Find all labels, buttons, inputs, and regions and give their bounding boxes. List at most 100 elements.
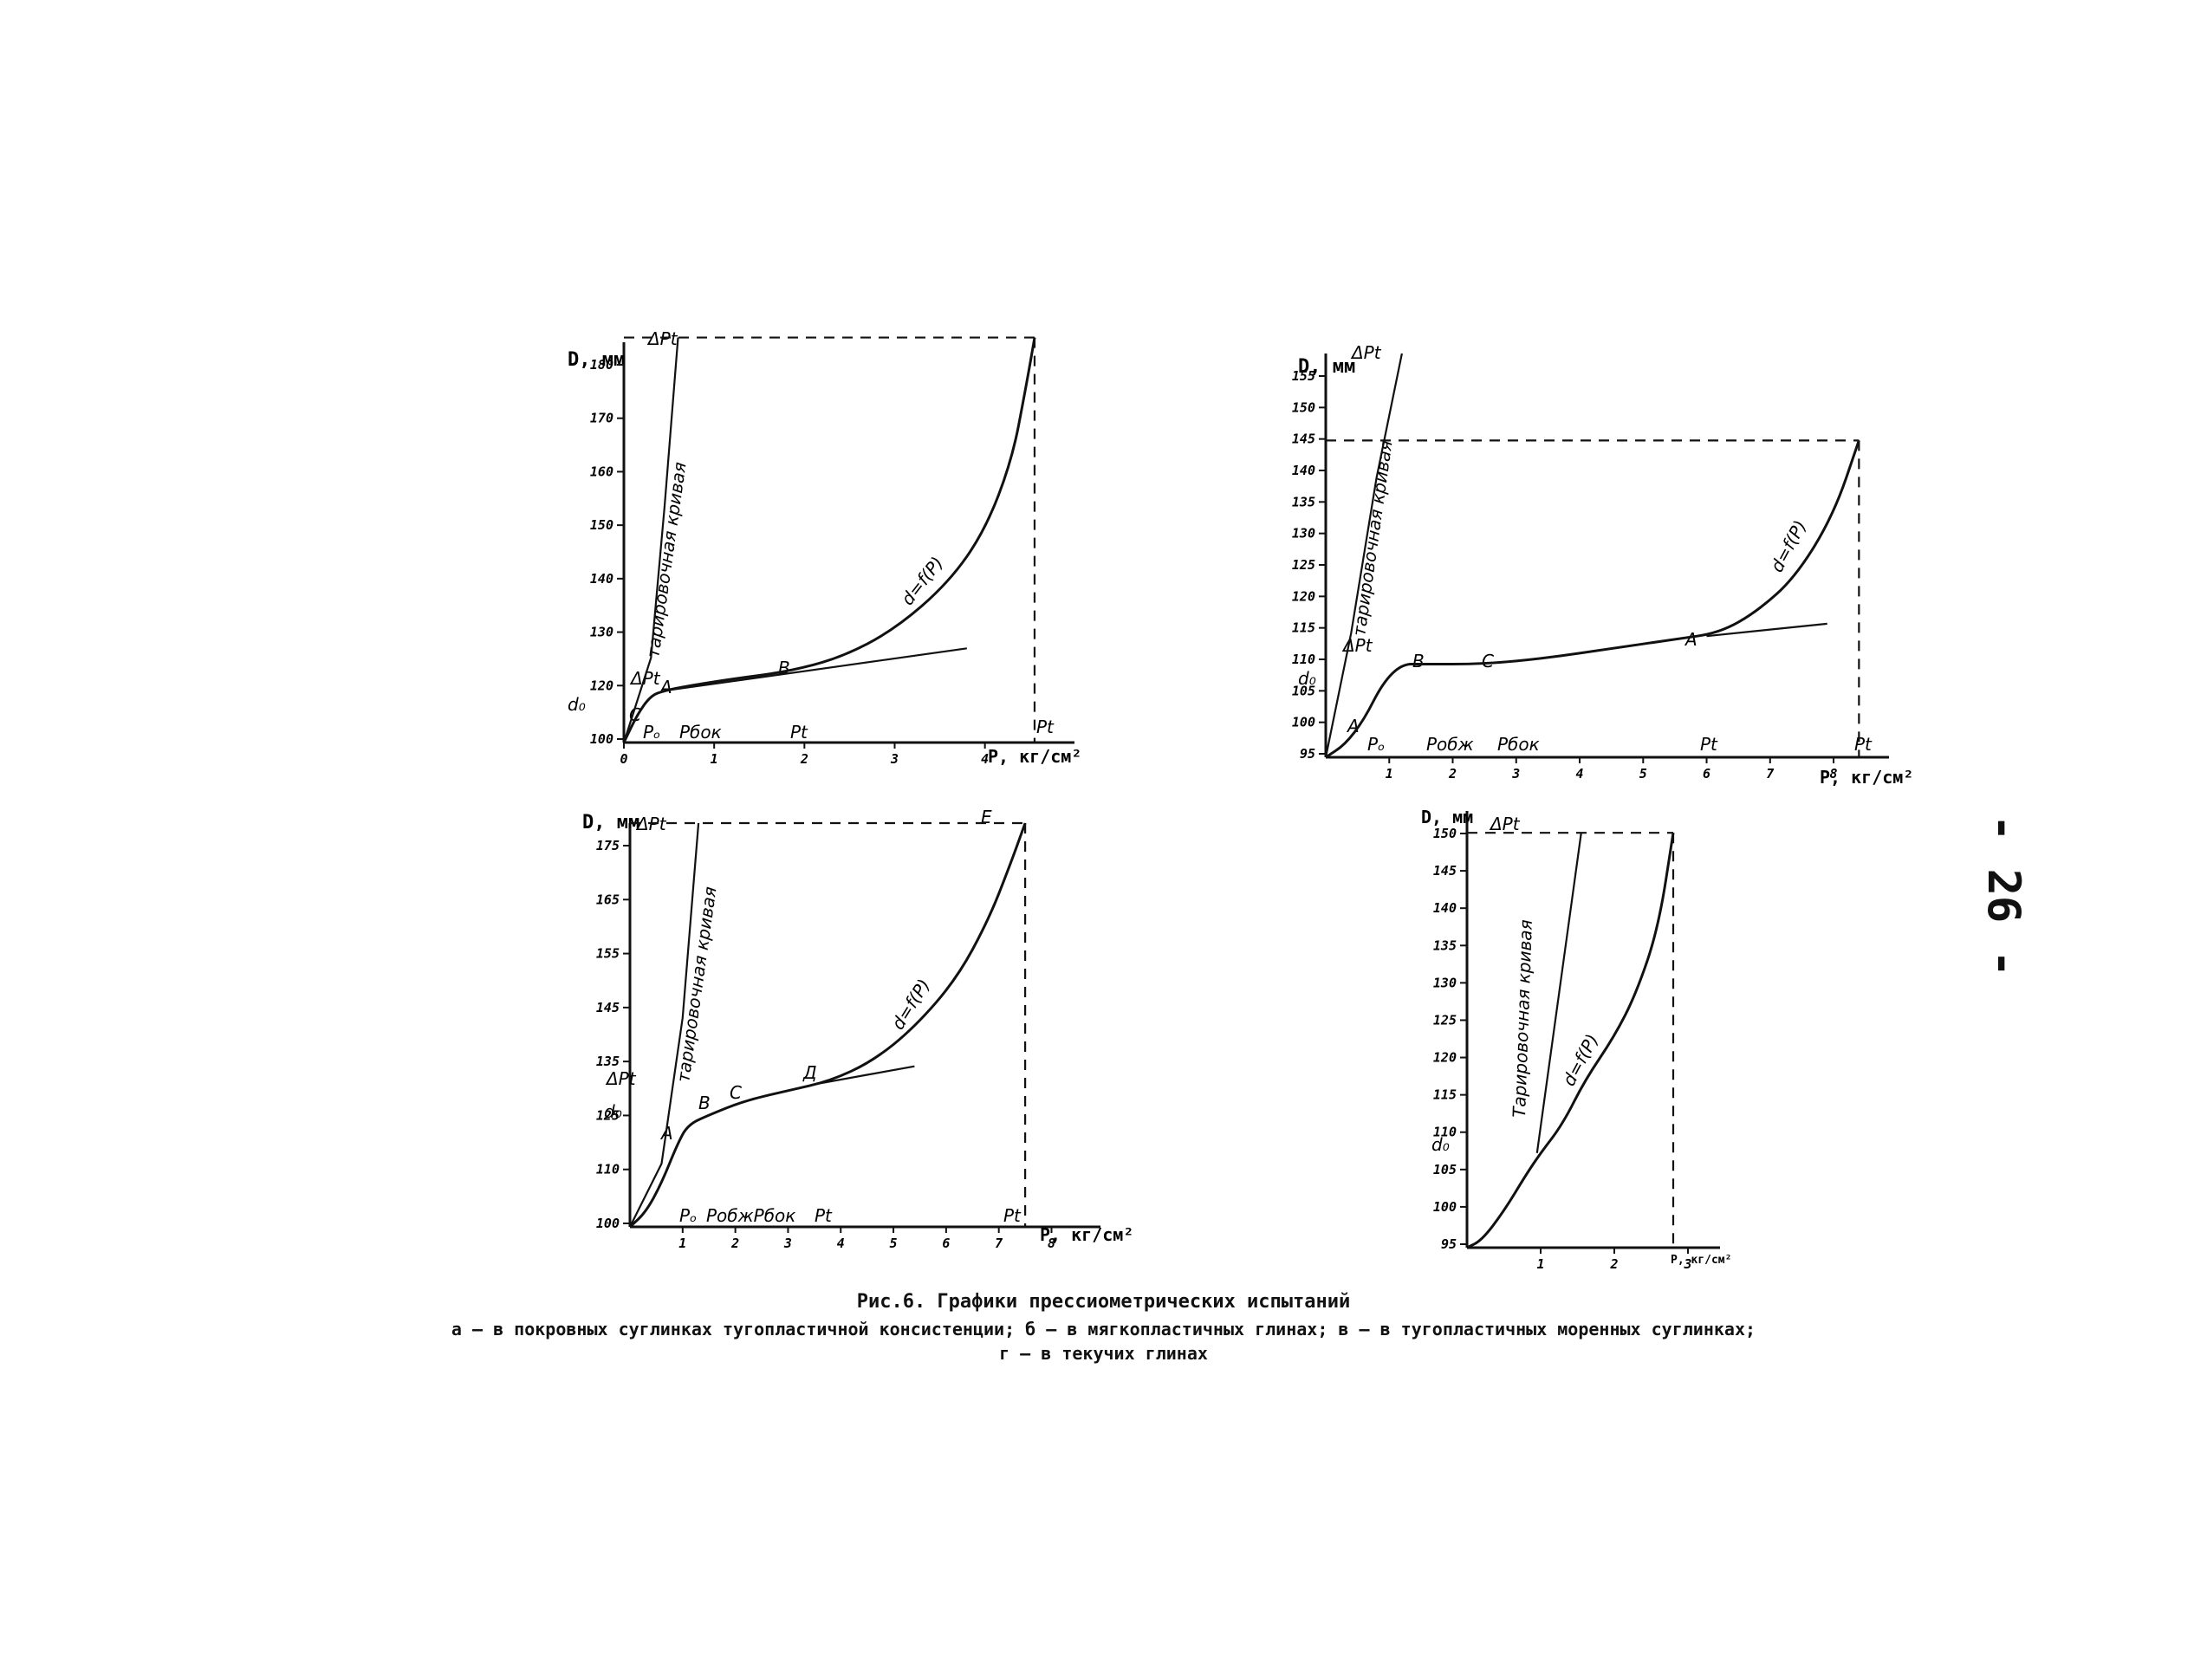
calibration-label-v: тарировочная кривая [672, 885, 720, 1084]
y-tick-label: 130 [590, 625, 613, 640]
point-label-b-c: C [1482, 651, 1494, 671]
y-tick-label: 100 [596, 1216, 620, 1231]
x-tick-label: 1 [678, 1236, 686, 1251]
y-tick-label: 155 [596, 946, 620, 962]
y-tick-label: 125 [1292, 557, 1315, 573]
chart-panel-g: D, мм P, кг/см² d₀ ΔPt Тарировочная крив… [1421, 807, 1731, 1272]
pressure-label-b-pt: Pt [1700, 734, 1718, 755]
y-tick-label: 150 [590, 517, 613, 533]
pressure-curve [1466, 832, 1675, 1249]
x-tick-label: 3 [890, 751, 899, 767]
pressure-label-a-pt2: Pt [1036, 717, 1055, 737]
pressure-label-a-pbok: Pбок [679, 722, 722, 743]
point-label-b-b: B [1412, 651, 1425, 671]
y-tick-label: 145 [1433, 863, 1457, 879]
y-tick-label: 140 [590, 571, 613, 587]
y-tick-label: 100 [1292, 715, 1315, 730]
calibration-label-g: Тарировочная кривая [1509, 919, 1536, 1118]
point-label-v-d: Д [802, 1062, 817, 1083]
pressure-label-a-po: Pₒ [643, 722, 660, 743]
x-tick-label: 7 [995, 1236, 1003, 1251]
y-tick-label: 95 [1300, 746, 1315, 762]
chart-panel-a: D, мм P, кг/см² d₀ ΔPt ΔPt тарировочная … [568, 328, 1081, 767]
y-tick-label: 160 [590, 464, 613, 479]
curve-label-v: d=f(P) [887, 976, 934, 1034]
y-tick-label: 135 [596, 1054, 620, 1069]
pressure-label-a-pt: Pt [790, 722, 808, 743]
x-tick-label: 2 [730, 1236, 739, 1251]
pressure-label-b-po: Pₒ [1367, 734, 1385, 755]
x-tick-label: 3 [1683, 1256, 1691, 1272]
pressure-curve [622, 337, 1036, 743]
point-label-b-a2: A [1684, 629, 1697, 650]
pressure-curve [628, 822, 1027, 1229]
x-axis-label-a: P, кг/см² [988, 746, 1081, 767]
y-tick-label: 100 [590, 731, 613, 747]
calibration-curve [629, 822, 700, 1228]
y-tick-label: 170 [590, 411, 613, 426]
mid-marker-b: ΔPt [1341, 635, 1373, 656]
x-tick-label: 4 [1576, 766, 1584, 782]
x-axis-label-v: P, кг/см² [1040, 1224, 1133, 1245]
x-tick-label: 0 [620, 751, 627, 767]
y-tick-label: 130 [1433, 975, 1457, 990]
y-tick-label: 150 [1292, 399, 1315, 415]
y-tick-label: 95 [1441, 1236, 1457, 1252]
y-tick-label: 140 [1292, 463, 1315, 478]
y-tick-label: 120 [590, 678, 613, 693]
top-marker-b: ΔPt [1350, 342, 1382, 363]
pressure-label-b-pt2: Pt [1854, 734, 1873, 755]
y-axis-label-a: D, мм [568, 349, 625, 371]
y-axis-label-b: D, мм [1298, 356, 1355, 378]
y-tick-label: 125 [596, 1107, 620, 1123]
x-tick-label: 8 [1830, 766, 1838, 782]
d0-label-g: d₀ [1431, 1134, 1450, 1155]
top-marker-g: ΔPt [1489, 814, 1521, 834]
x-tick-label: 3 [783, 1236, 792, 1251]
y-tick-label: 145 [1292, 431, 1315, 447]
tangent-line [664, 647, 967, 692]
x-tick-label: 7 [1766, 766, 1774, 782]
tangent-line [819, 1065, 915, 1085]
y-tick-label: 110 [1433, 1125, 1457, 1140]
y-tick-label: 140 [1433, 900, 1457, 916]
y-tick-label: 105 [1292, 683, 1315, 698]
x-tick-label: 1 [1536, 1256, 1544, 1272]
x-tick-label: 2 [1448, 766, 1457, 782]
point-label-v-e: E [981, 807, 992, 827]
y-tick-label: 175 [596, 838, 620, 853]
tangent-line [1706, 622, 1827, 638]
y-tick-label: 115 [1433, 1087, 1457, 1103]
pressure-label-v-pt: Pt [815, 1205, 833, 1226]
d0-label-a: d₀ [568, 694, 586, 715]
y-tick-label: 110 [1292, 652, 1315, 667]
x-tick-label: 4 [837, 1236, 845, 1251]
y-tick-label: 165 [596, 892, 620, 907]
pressure-label-v-pt2: Pt [1003, 1205, 1022, 1226]
caption-line-2: а – в покровных суглинках тугопластичной… [451, 1319, 1756, 1339]
y-tick-label: 180 [590, 357, 613, 373]
curve-label-b: d=f(P) [1766, 516, 1810, 575]
calibration-curve [622, 337, 679, 743]
top-marker-a: ΔPt [646, 328, 678, 349]
y-tick-label: 150 [1433, 826, 1457, 841]
calibration-curve [1535, 833, 1582, 1153]
y-tick-label: 120 [1292, 588, 1315, 604]
d0-label-b: d₀ [1298, 668, 1316, 689]
point-label-a-c: C [629, 704, 641, 725]
pressure-label-b-pbok: Pбок [1497, 734, 1540, 755]
pressure-curve [1325, 439, 1860, 759]
x-tick-label: 5 [1639, 766, 1647, 782]
curve-label-g: d=f(P) [1558, 1030, 1602, 1089]
chart-panel-b: D, мм P, кг/см² d₀ ΔPt ΔPt тарировочная … [1292, 342, 1913, 788]
point-label-a-a: A [659, 677, 672, 697]
chart-panel-v: D, мм P, кг/см² d₀ ΔPt ΔPt тарировочная … [582, 807, 1133, 1251]
x-tick-label: 2 [800, 751, 808, 767]
x-axis-label-b: P, кг/см² [1820, 767, 1913, 788]
x-tick-label: 6 [1703, 766, 1710, 782]
x-tick-label: 5 [890, 1236, 898, 1251]
y-tick-label: 100 [1433, 1199, 1457, 1215]
x-tick-label: 8 [1048, 1236, 1055, 1251]
y-tick-label: 135 [1433, 937, 1457, 953]
